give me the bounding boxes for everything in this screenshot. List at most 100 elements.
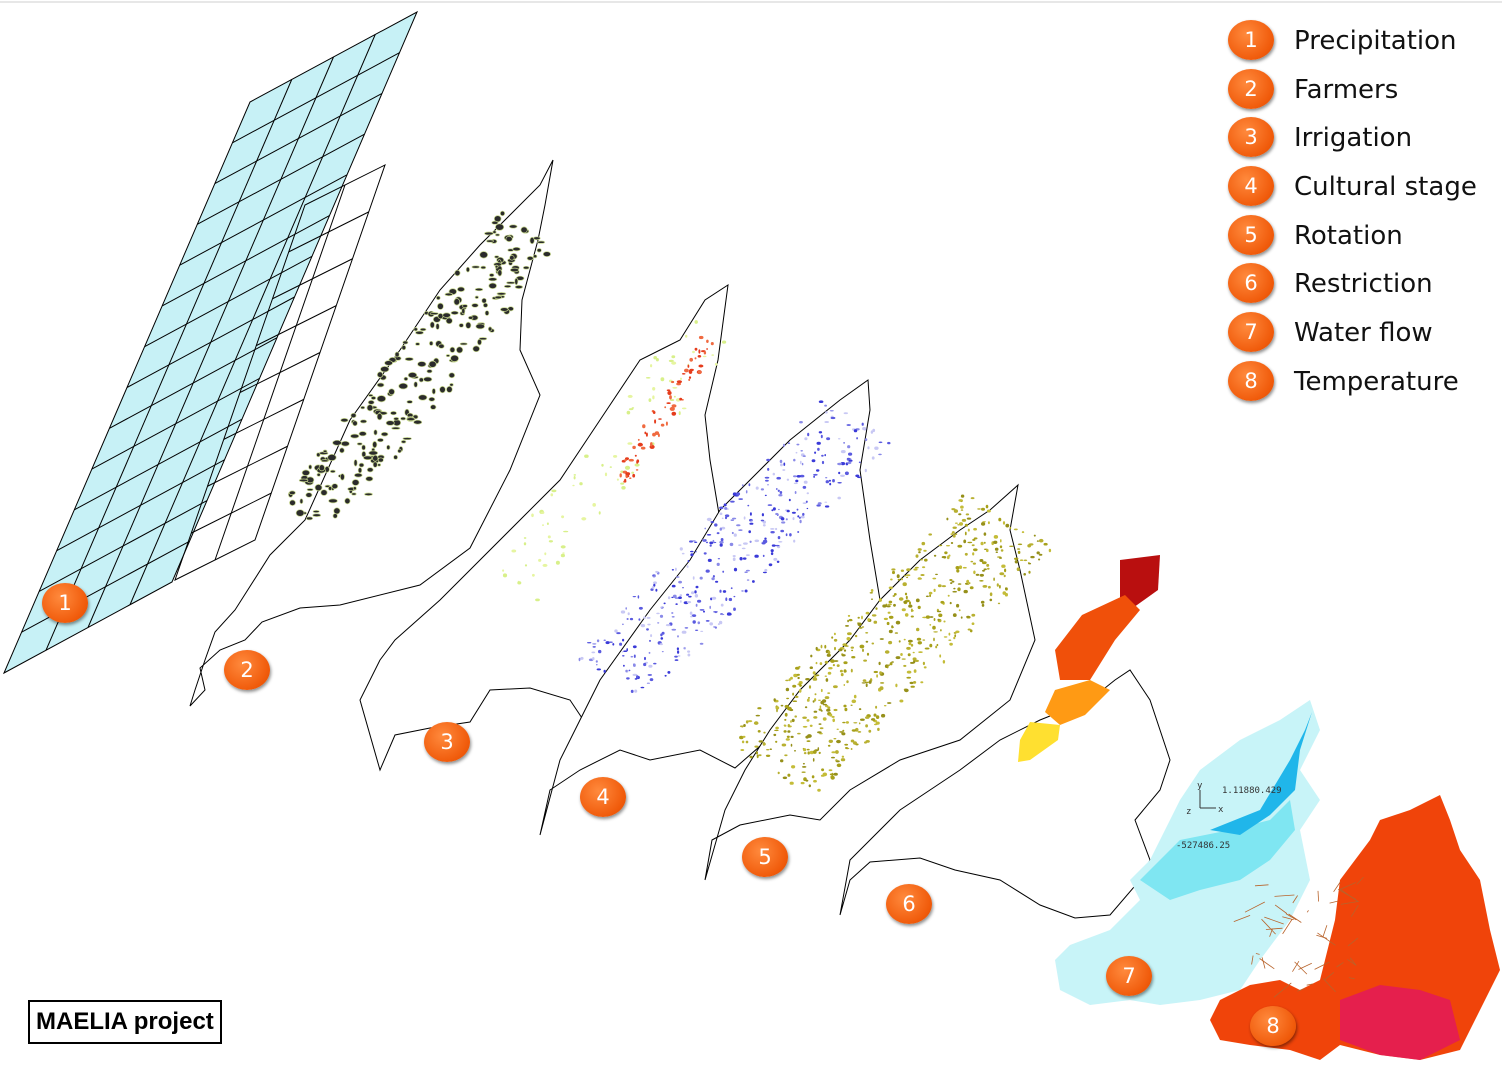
map-speck xyxy=(840,758,846,762)
map-speck xyxy=(363,455,373,461)
map-speck xyxy=(858,708,862,711)
map-speck xyxy=(904,592,908,596)
map-speck xyxy=(532,573,535,577)
map-speck xyxy=(963,589,968,594)
map-speck xyxy=(471,265,480,269)
map-speck xyxy=(1028,562,1032,565)
map-speck xyxy=(733,607,736,611)
map-speck xyxy=(806,492,809,495)
map-speck xyxy=(698,349,701,354)
map-speck xyxy=(733,533,737,537)
map-speck xyxy=(436,295,441,301)
map-speck xyxy=(775,706,780,710)
map-speck xyxy=(635,469,639,471)
map-speck xyxy=(906,568,911,572)
map-speck xyxy=(771,544,776,547)
map-speck xyxy=(764,537,767,540)
map-speck xyxy=(745,740,749,744)
map-speck xyxy=(878,661,881,666)
map-speck xyxy=(854,634,858,638)
map-speck xyxy=(952,534,956,538)
map-speck xyxy=(709,605,711,610)
map-speck xyxy=(995,551,998,553)
map-speck xyxy=(764,494,767,497)
map-speck xyxy=(658,418,662,420)
map-speck xyxy=(738,544,742,546)
map-speck xyxy=(677,650,680,654)
map-speck xyxy=(803,748,807,752)
map-speck xyxy=(982,569,985,572)
map-speck xyxy=(808,697,810,699)
map-speck xyxy=(380,366,390,373)
map-speck xyxy=(614,629,618,633)
map-speck xyxy=(406,417,416,421)
map-speck xyxy=(952,526,957,529)
map-speck xyxy=(802,766,807,768)
water-flow-layer: y z x 1.11880.429 -527486.25 xyxy=(1055,700,1320,1005)
map-speck xyxy=(845,747,848,749)
map-speck xyxy=(938,544,943,547)
map-speck xyxy=(768,563,773,567)
map-speck xyxy=(861,615,863,620)
map-speck xyxy=(649,678,654,682)
map-speck xyxy=(671,584,676,588)
map-speck xyxy=(837,438,841,440)
map-speck xyxy=(633,654,636,658)
map-speck xyxy=(957,544,963,548)
map-speck xyxy=(865,716,870,719)
map-speck xyxy=(862,648,864,652)
map-speck xyxy=(652,574,655,576)
farmers-layer xyxy=(189,159,554,707)
map-speck xyxy=(800,450,803,452)
map-speck xyxy=(572,484,575,487)
map-speck xyxy=(732,557,736,561)
map-speck xyxy=(649,639,651,642)
map-speck xyxy=(836,739,841,744)
map-speck xyxy=(796,673,800,676)
map-speck xyxy=(391,426,401,430)
map-speck xyxy=(997,602,1001,605)
map-speck xyxy=(666,389,671,392)
map-speck xyxy=(721,517,724,520)
map-speck xyxy=(767,484,769,486)
map-speck xyxy=(627,394,633,398)
map-speck xyxy=(870,589,874,592)
map-speck xyxy=(454,269,461,277)
map-speck xyxy=(862,679,867,682)
map-speck xyxy=(616,632,621,635)
map-speck xyxy=(817,731,822,734)
map-speck xyxy=(520,226,528,234)
map-speck xyxy=(1028,570,1031,574)
map-speck xyxy=(878,441,883,444)
legend-label: Water flow xyxy=(1294,318,1433,349)
map-speck xyxy=(775,544,780,547)
map-speck xyxy=(653,583,656,587)
map-speck xyxy=(770,528,775,530)
map-speck xyxy=(889,662,893,666)
map-speck xyxy=(785,738,790,741)
map-speck xyxy=(773,733,777,737)
map-speck xyxy=(623,459,628,461)
map-speck xyxy=(333,507,341,515)
precipitation-grid-layer xyxy=(2,10,419,675)
map-speck xyxy=(774,729,779,732)
map-speck xyxy=(511,549,517,553)
map-speck xyxy=(419,327,427,332)
map-speck xyxy=(682,587,684,589)
map-speck xyxy=(690,550,694,553)
map-speck xyxy=(797,676,800,680)
map-speck xyxy=(723,503,727,507)
map-speck xyxy=(770,531,775,534)
map-speck xyxy=(514,285,524,289)
map-speck xyxy=(632,645,637,649)
map-speck xyxy=(358,431,367,437)
map-speck xyxy=(711,577,715,581)
map-speck xyxy=(824,696,830,700)
map-speck xyxy=(752,580,755,583)
map-speck xyxy=(843,442,845,444)
map-speck xyxy=(773,698,776,702)
map-speck xyxy=(853,694,857,699)
map-speck xyxy=(845,721,850,724)
map-speck xyxy=(797,732,801,735)
